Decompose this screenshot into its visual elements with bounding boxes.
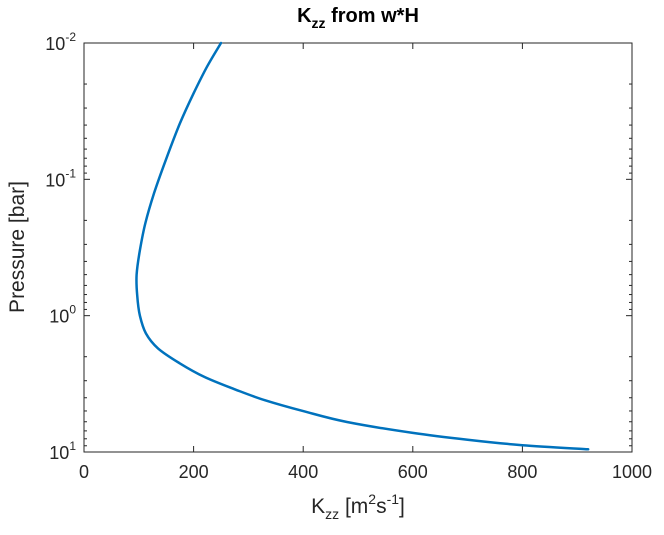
x-axis-title: Kzz [m2s-1]: [311, 491, 405, 522]
y-tick-label: 100: [49, 303, 76, 327]
y-tick-label-base: 10: [49, 443, 69, 463]
y-tick-label: 101: [49, 439, 76, 463]
chart-title-rest: from w*H: [326, 5, 419, 27]
x-axis-title-sup2: -1: [387, 491, 400, 507]
x-tick-label: 1000: [612, 462, 652, 482]
y-tick-label: 10-1: [45, 166, 76, 190]
y-tick-label-base: 10: [45, 170, 65, 190]
x-axis-title-end: ]: [399, 495, 405, 518]
y-tick-label-exponent: 1: [69, 439, 76, 453]
chart-title-sub: zz: [312, 15, 326, 31]
x-tick-label: 0: [79, 462, 89, 482]
series-group: [135, 41, 590, 451]
chart-title: Kzz from w*H: [297, 5, 419, 31]
y-tick-label-exponent: 0: [69, 303, 76, 317]
y-tick-label-base: 10: [49, 307, 69, 327]
y-tick-label-exponent: -2: [65, 30, 76, 44]
x-tick-label: 400: [288, 462, 318, 482]
series-line: [135, 41, 590, 451]
y-tick-label: 10-2: [45, 30, 76, 54]
x-axis-title-sup1: 2: [368, 491, 376, 507]
x-axis-title-s: s: [376, 495, 387, 518]
y-axis-title: Pressure [bar]: [6, 181, 29, 313]
y-tick-label-exponent: -1: [65, 166, 76, 180]
tick-marks: [83, 42, 633, 453]
x-tick-label: 800: [507, 462, 537, 482]
plot-area: [83, 42, 633, 453]
x-tick-label: 600: [398, 462, 428, 482]
x-axis-title-main: K: [311, 495, 325, 518]
chart-title-main: K: [297, 5, 312, 27]
x-tick-label: 200: [179, 462, 209, 482]
x-axis-title-sub: zz: [325, 506, 339, 522]
y-tick-label-base: 10: [45, 34, 65, 54]
x-tick-labels: 0 200 400 600 800 1000: [79, 462, 652, 482]
x-axis-title-mid: [m: [339, 495, 368, 518]
